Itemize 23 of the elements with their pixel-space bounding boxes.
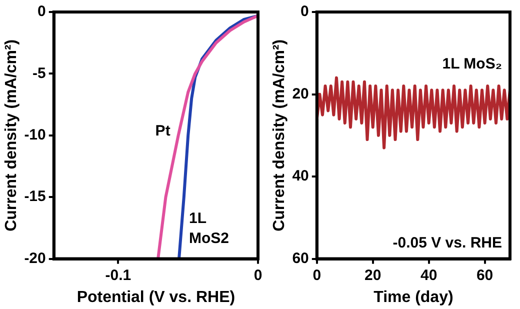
x-tick-label: 20 [364,266,382,284]
x-tick-label: 60 [476,266,494,284]
y-tick-label: -15 [24,188,46,206]
y-tick-label: -20 [24,250,46,267]
x-axis-title: Potential (V vs. RHE) [76,288,236,306]
series-label: 1L MoS₂ [442,56,502,73]
y-tick-label: -5 [32,64,46,82]
y-tick-label: 60 [292,250,309,267]
y-axis-title: Current density (mA/cm²) [271,39,288,232]
y-tick-label: -10 [24,126,46,144]
y-tick-label: 0 [38,3,46,20]
annotation: -0.05 V vs. RHE [392,234,502,252]
series-label: 1L MoS2 [189,210,230,247]
x-tick-label: 0 [254,266,262,284]
y-tick-label: 40 [292,168,309,185]
x-tick-label: -0.1 [105,266,132,284]
y-axis-title: Current density (mA/cm²) [3,39,20,232]
y-tick-label: 0 [300,3,309,20]
x-axis-title: Time (day) [374,288,454,306]
y-tick-label: 20 [292,85,309,102]
series-label: Pt [155,122,170,140]
x-tick-label: 40 [420,266,438,284]
x-tick-label: 0 [312,266,322,284]
